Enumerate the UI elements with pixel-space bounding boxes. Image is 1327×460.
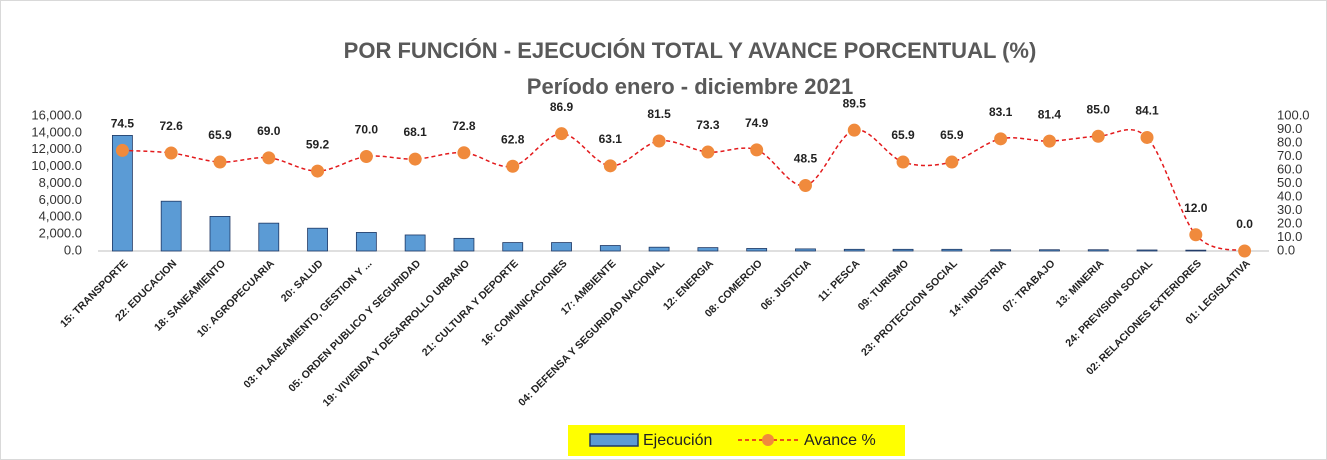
data-label: 72.8 (452, 119, 476, 133)
data-label: 74.5 (111, 117, 135, 131)
data-label: 59.2 (306, 137, 330, 151)
y2-tick-label: 50.0 (1277, 175, 1302, 190)
chart-title: POR FUNCIÓN - EJECUCIÓN TOTAL Y AVANCE P… (344, 38, 1037, 63)
data-label: 69.0 (257, 124, 281, 138)
y2-tick-label: 10.0 (1277, 229, 1302, 244)
marker (1189, 228, 1203, 242)
bar (355, 232, 377, 252)
y2-tick-label: 40.0 (1277, 188, 1302, 203)
y2-tick-label: 100.0 (1277, 107, 1310, 122)
data-label: 72.6 (160, 119, 184, 133)
y2-tick-label: 0.0 (1277, 242, 1295, 257)
marker (945, 155, 959, 169)
bar (843, 248, 865, 252)
y-tick-label: 4,000.0 (39, 209, 82, 224)
data-label: 65.9 (208, 128, 232, 142)
legend-label: Ejecución (643, 432, 712, 449)
bar (648, 246, 670, 252)
marker (1042, 134, 1056, 148)
data-label: 70.0 (355, 123, 379, 137)
bar (990, 249, 1012, 252)
marker (798, 179, 812, 193)
y2-tick-label: 20.0 (1277, 215, 1302, 230)
marker (555, 127, 569, 141)
bar (160, 200, 182, 252)
marker (1238, 244, 1252, 258)
bar (892, 248, 914, 252)
bar (453, 237, 475, 252)
bar (795, 248, 816, 252)
data-label: 84.1 (1135, 104, 1159, 118)
bar (941, 248, 963, 252)
marker (1140, 130, 1154, 144)
bar (746, 248, 768, 252)
marker (994, 132, 1008, 146)
marker (457, 146, 471, 160)
data-label: 81.5 (647, 107, 671, 121)
y-tick-label: 0.0 (64, 242, 82, 257)
data-label: 86.9 (550, 100, 574, 114)
bar (502, 242, 524, 252)
data-label: 74.9 (745, 116, 769, 130)
data-label: 0.0 (1236, 217, 1253, 231)
marker (847, 123, 861, 137)
y-tick-label: 14,000.0 (31, 124, 82, 139)
marker (262, 151, 276, 165)
data-label: 62.8 (501, 132, 525, 146)
data-label: 73.3 (696, 118, 720, 132)
legend-marker (762, 434, 774, 446)
y-tick-label: 12,000.0 (31, 141, 82, 156)
bar (551, 242, 572, 252)
y2-tick-label: 60.0 (1277, 161, 1302, 176)
marker (652, 134, 666, 148)
data-label: 85.0 (1087, 102, 1111, 116)
data-label: 63.1 (599, 132, 623, 146)
marker (506, 159, 520, 173)
marker (311, 164, 325, 178)
marker (701, 145, 715, 159)
data-label: 89.5 (843, 96, 867, 110)
bar (209, 216, 231, 252)
data-label: 81.4 (1038, 107, 1062, 121)
marker (603, 159, 617, 173)
bar (111, 135, 133, 252)
y2-tick-label: 30.0 (1277, 202, 1302, 217)
marker (115, 143, 129, 157)
marker (896, 155, 910, 169)
bar (697, 247, 719, 252)
bar (258, 222, 280, 252)
data-label: 83.1 (989, 105, 1013, 119)
y-tick-label: 16,000.0 (31, 107, 82, 122)
y2-tick-label: 90.0 (1277, 121, 1302, 136)
marker (359, 150, 373, 163)
bar (1136, 249, 1158, 252)
y-tick-label: 10,000.0 (31, 158, 82, 173)
bar (599, 245, 621, 252)
bar (307, 227, 328, 252)
marker (408, 152, 422, 166)
bar (1185, 249, 1207, 252)
bar (404, 234, 426, 252)
data-label: 48.5 (794, 152, 818, 166)
y-tick-label: 8,000.0 (39, 175, 82, 190)
marker (750, 143, 764, 157)
y2-tick-label: 80.0 (1277, 134, 1302, 149)
legend-label: Avance % (804, 432, 876, 449)
chart-subtitle: Período enero - diciembre 2021 (527, 74, 853, 99)
bar (1039, 249, 1060, 252)
data-label: 65.9 (940, 128, 964, 142)
marker (1091, 129, 1105, 143)
marker (164, 146, 178, 160)
data-label: 68.1 (403, 125, 427, 139)
y-tick-label: 6,000.0 (39, 192, 82, 207)
marker (213, 155, 227, 169)
y-tick-label: 2,000.0 (39, 226, 82, 241)
y2-tick-label: 70.0 (1277, 148, 1302, 163)
data-label: 12.0 (1184, 201, 1208, 215)
legend-swatch (589, 433, 639, 447)
bar (1087, 249, 1109, 252)
data-label: 65.9 (891, 128, 915, 142)
